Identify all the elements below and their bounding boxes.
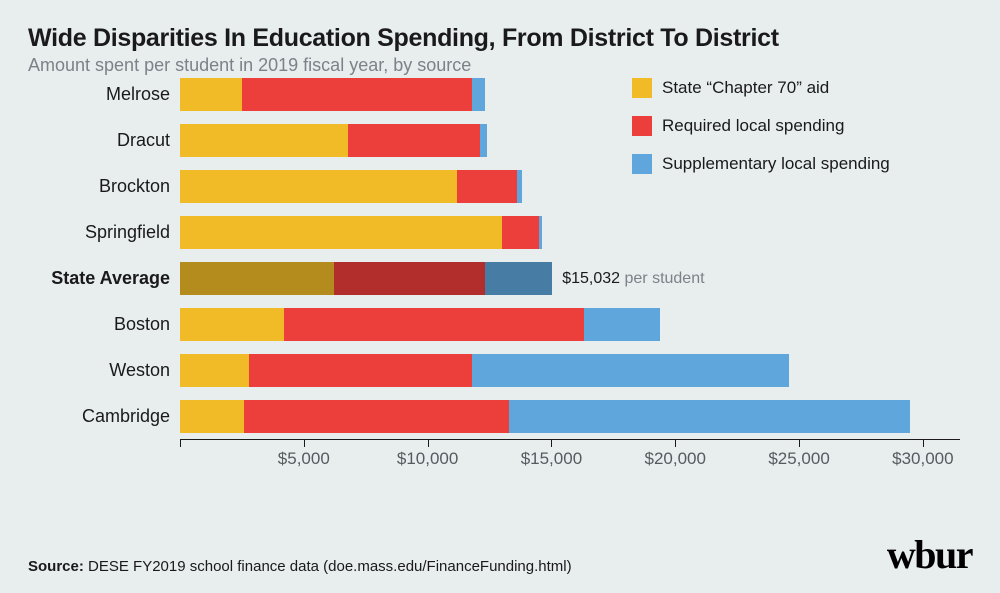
axis-tick-label: $5,000: [278, 449, 330, 469]
bar-segment-supp: [509, 400, 910, 433]
axis-tick-label: $25,000: [768, 449, 829, 469]
bar-track: [180, 216, 972, 249]
bar-segment-ch70: [180, 308, 284, 341]
bar-segment-req: [457, 170, 516, 203]
bar-segment-supp: [517, 170, 522, 203]
bar-segment-supp: [480, 124, 487, 157]
source-text: DESE FY2019 school finance data (doe.mas…: [88, 558, 572, 575]
bar-segment-ch70: [180, 400, 244, 433]
axis-line: [180, 439, 960, 440]
annotation-suffix: per student: [620, 270, 705, 287]
bar-segment-req: [242, 78, 472, 111]
bar-row: Springfield: [28, 216, 972, 249]
bar-segment-supp: [472, 354, 789, 387]
chart-container: Wide Disparities In Education Spending, …: [0, 0, 1000, 593]
bar-track: [180, 308, 972, 341]
axis-tick: [304, 439, 305, 447]
bar-segment-ch70: [180, 124, 348, 157]
bar-track: [180, 170, 972, 203]
bar-track: $15,032 per student: [180, 262, 972, 295]
bar-segment-ch70: [180, 78, 242, 111]
bar-row: Brockton: [28, 170, 972, 203]
source-prefix: Source:: [28, 558, 88, 575]
axis-tick: [923, 439, 924, 447]
bar-segment-req: [502, 216, 539, 249]
bar-segment-ch70: [180, 262, 334, 295]
bars-region: Melrose Dracut Brockton Springfield State Av…: [28, 78, 972, 523]
bar-row: Weston: [28, 354, 972, 387]
axis-tick: [551, 439, 552, 447]
bar-segment-ch70: [180, 354, 249, 387]
axis-tick-label: $15,000: [521, 449, 582, 469]
bar-row: State Average $15,032 per student: [28, 262, 972, 295]
row-label: Brockton: [28, 176, 180, 197]
bar-segment-req: [249, 354, 472, 387]
axis-tick: [675, 439, 676, 447]
bar-segment-supp: [584, 308, 661, 341]
bar-track: [180, 400, 972, 433]
axis-tick-label: $20,000: [645, 449, 706, 469]
row-label: Boston: [28, 314, 180, 335]
bar-row: Cambridge: [28, 400, 972, 433]
axis-tick: [799, 439, 800, 447]
row-label: Springfield: [28, 222, 180, 243]
wbur-logo: wbur: [887, 535, 972, 575]
bar-segment-supp: [485, 262, 553, 295]
axis-tick-label: $10,000: [397, 449, 458, 469]
chart-title: Wide Disparities In Education Spending, …: [28, 24, 972, 53]
axis-tick: [428, 439, 429, 447]
bar-track: [180, 354, 972, 387]
bar-row: Melrose: [28, 78, 972, 111]
bar-track: [180, 124, 972, 157]
axis-tick: [180, 439, 181, 447]
bar-segment-req: [284, 308, 584, 341]
bar-track: [180, 78, 972, 111]
row-label: Cambridge: [28, 406, 180, 427]
row-label: Dracut: [28, 130, 180, 151]
row-label: Melrose: [28, 84, 180, 105]
bar-row: Dracut: [28, 124, 972, 157]
bar-annotation: $15,032 per student: [562, 270, 704, 288]
bar-segment-ch70: [180, 170, 457, 203]
source-line: Source: DESE FY2019 school finance data …: [28, 558, 572, 575]
chart-subtitle: Amount spent per student in 2019 fiscal …: [28, 55, 972, 76]
bar-segment-supp: [472, 78, 484, 111]
bar-segment-supp: [539, 216, 541, 249]
plot-area: State “Chapter 70” aidRequired local spe…: [28, 78, 972, 523]
row-label: Weston: [28, 360, 180, 381]
footer: Source: DESE FY2019 school finance data …: [28, 535, 972, 575]
axis-tick-label: $30,000: [892, 449, 953, 469]
row-label: State Average: [28, 268, 180, 289]
annotation-value: $15,032: [562, 270, 620, 287]
bar-segment-ch70: [180, 216, 502, 249]
bar-segment-req: [244, 400, 509, 433]
bar-row: Boston: [28, 308, 972, 341]
bar-segment-req: [334, 262, 485, 295]
bar-segment-req: [348, 124, 479, 157]
